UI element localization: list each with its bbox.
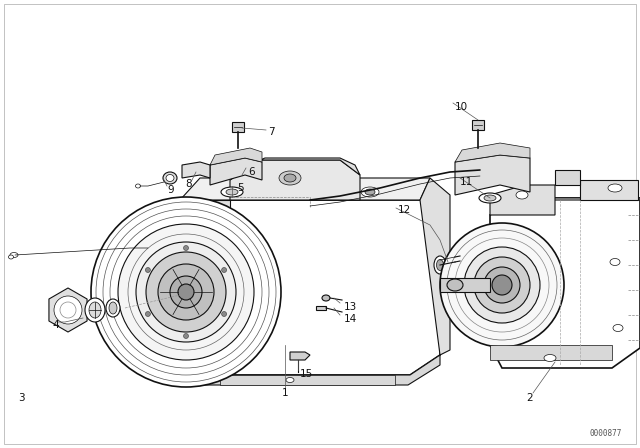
Text: 1: 1 xyxy=(282,388,288,398)
Polygon shape xyxy=(230,158,360,180)
Ellipse shape xyxy=(279,171,301,185)
Ellipse shape xyxy=(608,184,622,192)
Circle shape xyxy=(184,246,189,250)
Text: 7: 7 xyxy=(268,127,275,137)
Ellipse shape xyxy=(136,184,141,188)
Circle shape xyxy=(136,242,236,342)
Polygon shape xyxy=(490,345,612,360)
Ellipse shape xyxy=(163,172,177,184)
Circle shape xyxy=(178,284,194,300)
Circle shape xyxy=(184,333,189,339)
Text: 14: 14 xyxy=(344,314,357,324)
Text: 4: 4 xyxy=(52,320,59,330)
Text: 6: 6 xyxy=(248,167,255,177)
Polygon shape xyxy=(555,170,580,185)
Ellipse shape xyxy=(447,279,463,291)
Text: 9: 9 xyxy=(167,185,173,195)
Circle shape xyxy=(145,311,150,316)
Ellipse shape xyxy=(286,378,294,383)
Polygon shape xyxy=(290,352,310,360)
Text: 0000877: 0000877 xyxy=(589,429,622,438)
Polygon shape xyxy=(490,185,555,215)
Circle shape xyxy=(484,267,520,303)
Ellipse shape xyxy=(613,324,623,332)
Polygon shape xyxy=(148,355,440,385)
Circle shape xyxy=(474,257,530,313)
Text: 5: 5 xyxy=(237,183,244,193)
Polygon shape xyxy=(49,288,87,332)
Ellipse shape xyxy=(610,258,620,266)
Polygon shape xyxy=(316,306,326,310)
Ellipse shape xyxy=(166,175,174,181)
Ellipse shape xyxy=(8,255,13,259)
Polygon shape xyxy=(148,200,440,375)
Text: 11: 11 xyxy=(460,177,473,187)
Polygon shape xyxy=(455,143,530,162)
Ellipse shape xyxy=(516,191,528,199)
Ellipse shape xyxy=(484,195,496,201)
Polygon shape xyxy=(128,220,148,365)
Polygon shape xyxy=(180,178,430,200)
Circle shape xyxy=(464,247,540,323)
Circle shape xyxy=(221,311,227,316)
Ellipse shape xyxy=(109,302,117,314)
Circle shape xyxy=(145,267,150,272)
Ellipse shape xyxy=(361,187,379,197)
Text: 13: 13 xyxy=(344,302,357,312)
Ellipse shape xyxy=(322,295,330,301)
Ellipse shape xyxy=(479,193,501,203)
Ellipse shape xyxy=(10,253,18,258)
Polygon shape xyxy=(490,198,640,368)
Polygon shape xyxy=(455,155,530,195)
Polygon shape xyxy=(182,162,210,178)
Ellipse shape xyxy=(434,256,446,274)
Polygon shape xyxy=(232,122,244,132)
Ellipse shape xyxy=(221,187,243,197)
Ellipse shape xyxy=(544,354,556,362)
Text: 3: 3 xyxy=(18,393,24,403)
Ellipse shape xyxy=(436,259,444,271)
Text: 15: 15 xyxy=(300,369,313,379)
Polygon shape xyxy=(472,120,484,130)
Ellipse shape xyxy=(284,174,296,182)
Circle shape xyxy=(158,264,214,320)
Circle shape xyxy=(170,276,202,308)
Polygon shape xyxy=(220,375,395,385)
Polygon shape xyxy=(440,278,490,292)
Circle shape xyxy=(118,224,254,360)
Ellipse shape xyxy=(89,302,101,318)
Text: 8: 8 xyxy=(185,179,191,189)
Text: 12: 12 xyxy=(398,205,412,215)
Polygon shape xyxy=(420,178,450,355)
Text: 10: 10 xyxy=(455,102,468,112)
Polygon shape xyxy=(230,160,360,200)
Ellipse shape xyxy=(226,189,238,195)
Circle shape xyxy=(91,197,281,387)
Polygon shape xyxy=(580,180,638,200)
Circle shape xyxy=(440,223,564,347)
Polygon shape xyxy=(210,148,262,165)
Ellipse shape xyxy=(85,298,105,322)
Ellipse shape xyxy=(365,189,375,195)
Circle shape xyxy=(146,252,226,332)
Circle shape xyxy=(54,296,82,324)
Text: 2: 2 xyxy=(527,393,533,403)
Circle shape xyxy=(221,267,227,272)
Polygon shape xyxy=(196,200,230,215)
Polygon shape xyxy=(210,158,262,185)
Ellipse shape xyxy=(106,299,120,317)
Circle shape xyxy=(492,275,512,295)
Polygon shape xyxy=(490,198,640,215)
